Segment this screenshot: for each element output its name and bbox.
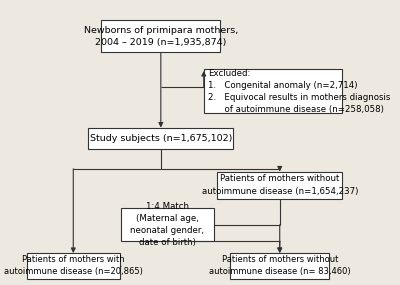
FancyBboxPatch shape xyxy=(217,172,342,199)
Text: Newborns of primipara mothers,
2004 – 2019 (n=1,935,874): Newborns of primipara mothers, 2004 – 20… xyxy=(84,26,238,47)
Text: Patients of mothers with
autoimmune disease (n=20,865): Patients of mothers with autoimmune dise… xyxy=(4,255,143,276)
FancyBboxPatch shape xyxy=(101,20,220,52)
Text: Study subjects (n=1,675,102): Study subjects (n=1,675,102) xyxy=(90,134,232,143)
FancyBboxPatch shape xyxy=(88,128,234,149)
Text: Excluded:
1.   Congenital anomaly (n=2,714)
2.   Equivocal results in mothers di: Excluded: 1. Congenital anomaly (n=2,714… xyxy=(208,69,390,114)
Text: Patients of mothers without
autoimmune disease (n=1,654,237): Patients of mothers without autoimmune d… xyxy=(202,174,358,196)
FancyBboxPatch shape xyxy=(230,253,329,279)
FancyBboxPatch shape xyxy=(204,70,342,113)
Text: Patients of mothers without
autoimmune disease (n= 83,460): Patients of mothers without autoimmune d… xyxy=(209,255,350,276)
FancyBboxPatch shape xyxy=(27,253,120,279)
Text: 1:4 Match
(Maternal age,
neonatal gender,
date of birth): 1:4 Match (Maternal age, neonatal gender… xyxy=(130,202,204,247)
FancyBboxPatch shape xyxy=(121,208,214,241)
